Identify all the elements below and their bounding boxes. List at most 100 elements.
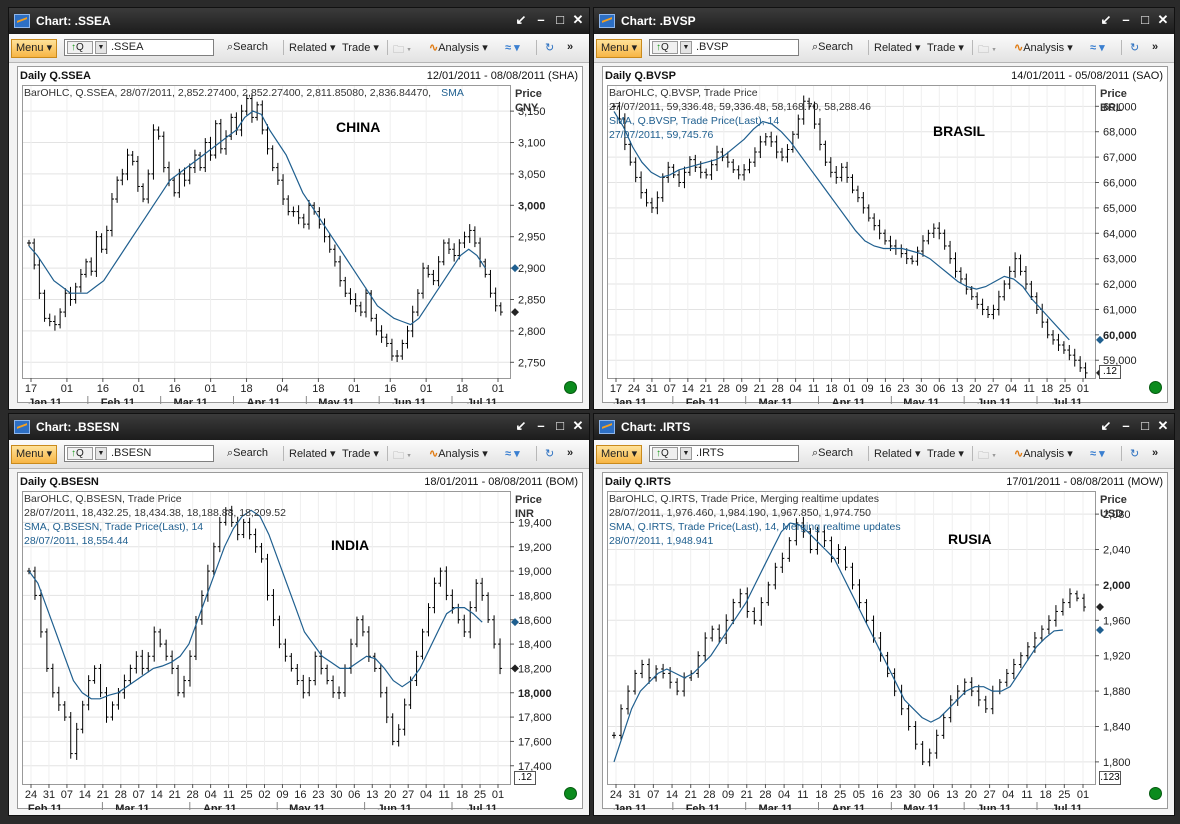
- maximize-icon[interactable]: □: [556, 418, 564, 433]
- plot-area[interactable]: [22, 491, 511, 785]
- sma-line: [28, 509, 483, 700]
- chart-pane[interactable]: Daily Q.IRTS 17/01/2011 - 08/08/2011 (MO…: [602, 472, 1168, 810]
- chevron-down-icon[interactable]: ▼: [680, 447, 692, 460]
- price-chart: 3,150 3,100 3,050 3,000 2,950 2,900 2,850 2,800…: [23, 86, 546, 404]
- symbol-input[interactable]: ↑Q ▼ .IRTS: [649, 445, 799, 462]
- window-titlebar[interactable]: Chart: .BVSP ↙ – □ ✕: [594, 8, 1174, 34]
- plot-area[interactable]: [607, 85, 1096, 379]
- window-titlebar[interactable]: Chart: .IRTS ↙ – □ ✕: [594, 414, 1174, 440]
- chart-pane[interactable]: Daily Q.SSEA 12/01/2011 - 08/08/2011 (SH…: [17, 66, 583, 404]
- menu-button[interactable]: Menu ▾: [11, 39, 58, 58]
- window-titlebar[interactable]: Chart: .SSEA ↙ – □ ✕: [9, 8, 589, 34]
- x-day-label: 25: [1058, 789, 1070, 801]
- analysis-button[interactable]: ∿Analysis ▾: [429, 42, 488, 54]
- legend-line: 28/07/2011, 1,976.460, 1,984.190, 1,967.…: [609, 507, 871, 519]
- trade-button[interactable]: Trade ▾: [342, 42, 379, 54]
- chart-pane[interactable]: Daily Q.BSESN 18/01/2011 - 08/08/2011 (B…: [17, 472, 583, 810]
- minimize-icon[interactable]: –: [1122, 418, 1130, 433]
- x-day-label: 16: [294, 789, 306, 801]
- maximize-icon[interactable]: □: [1141, 418, 1149, 433]
- wave-icon[interactable]: ≈ ▾: [1090, 42, 1105, 54]
- window-titlebar[interactable]: Chart: .BSESN ↙ – □ ✕: [9, 414, 589, 440]
- analysis-button[interactable]: ∿Analysis ▾: [1014, 42, 1073, 54]
- q-type-button[interactable]: ↑Q: [67, 41, 93, 54]
- sma-line: [613, 522, 1063, 763]
- related-button[interactable]: Related ▾: [874, 42, 921, 54]
- search-button[interactable]: ⌕Search: [227, 41, 269, 53]
- q-type-button[interactable]: ↑Q: [652, 41, 678, 54]
- analysis-button[interactable]: ∿Analysis ▾: [1014, 448, 1073, 460]
- search-button[interactable]: ⌕Search: [812, 447, 854, 459]
- trade-button[interactable]: Trade ▾: [342, 448, 379, 460]
- x-month-label: May 11: [318, 397, 354, 404]
- chevron-down-icon[interactable]: ▼: [680, 41, 692, 54]
- plot-area[interactable]: [22, 85, 511, 379]
- overflow-icon[interactable]: »: [1152, 41, 1159, 53]
- overflow-icon[interactable]: »: [567, 447, 574, 459]
- analysis-button[interactable]: ∿Analysis ▾: [429, 448, 488, 460]
- close-icon[interactable]: ✕: [572, 418, 584, 433]
- symbol-input[interactable]: ↑Q ▼ .BVSP: [649, 39, 799, 56]
- overflow-icon[interactable]: »: [1152, 447, 1159, 459]
- pin-icon[interactable]: ↙: [515, 418, 527, 433]
- symbol-input[interactable]: ↑Q ▼ .BSESN: [64, 445, 214, 462]
- folder-icon[interactable]: 🗀 ▾: [978, 44, 997, 56]
- trade-button[interactable]: Trade ▾: [927, 448, 964, 460]
- sma-line: [613, 111, 1070, 341]
- price-axis-header: Price CNY: [515, 88, 542, 114]
- refresh-icon[interactable]: ↻: [1130, 42, 1140, 54]
- chart-pane[interactable]: Daily Q.BVSP 14/01/2011 - 05/08/2011 (SA…: [602, 66, 1168, 404]
- search-button[interactable]: ⌕Search: [812, 41, 854, 53]
- related-button[interactable]: Related ▾: [289, 42, 336, 54]
- wave-icon[interactable]: ≈ ▾: [505, 448, 520, 460]
- minimize-icon[interactable]: –: [537, 12, 545, 27]
- refresh-icon[interactable]: ↻: [545, 42, 555, 54]
- close-icon[interactable]: ✕: [1157, 12, 1169, 27]
- refresh-icon[interactable]: ↻: [1130, 448, 1140, 460]
- maximize-icon[interactable]: □: [556, 12, 564, 27]
- minimize-icon[interactable]: –: [1122, 12, 1130, 27]
- menu-button[interactable]: Menu ▾: [596, 39, 643, 58]
- legend-sma-line: SMA, Q.BSESN, Trade Price(Last), 14: [24, 521, 204, 533]
- symbol-input[interactable]: ↑Q ▼ .SSEA: [64, 39, 214, 56]
- pin-icon[interactable]: ↙: [515, 12, 527, 27]
- maximize-icon[interactable]: □: [1141, 12, 1149, 27]
- plot-area[interactable]: [607, 491, 1096, 785]
- wave-icon[interactable]: ≈ ▾: [1090, 448, 1105, 460]
- y-tick-label: 66,000: [1103, 177, 1137, 189]
- search-button[interactable]: ⌕Search: [227, 447, 269, 459]
- pin-icon[interactable]: ↙: [1100, 418, 1112, 433]
- divider: [1121, 446, 1122, 461]
- menu-button[interactable]: Menu ▾: [11, 445, 58, 464]
- related-button[interactable]: Related ▾: [874, 448, 921, 460]
- minimize-icon[interactable]: –: [537, 418, 545, 433]
- last-price-marker: [1096, 603, 1104, 612]
- search-icon: ⌕: [812, 41, 819, 53]
- x-day-label: 11: [223, 789, 234, 801]
- q-type-button[interactable]: ↑Q: [67, 447, 93, 460]
- legend-line: BarOHLC, Q.BVSP, Trade Price: [609, 87, 758, 99]
- x-day-label: 11: [1021, 789, 1032, 801]
- close-icon[interactable]: ✕: [572, 12, 584, 27]
- x-month-label: Apr 11: [203, 803, 237, 810]
- trade-button[interactable]: Trade ▾: [927, 42, 964, 54]
- overflow-icon[interactable]: »: [567, 41, 574, 53]
- menu-button[interactable]: Menu ▾: [596, 445, 643, 464]
- related-button[interactable]: Related ▾: [289, 448, 336, 460]
- x-month-label: May 11: [903, 397, 939, 404]
- folder-icon[interactable]: 🗀 ▾: [393, 44, 412, 56]
- q-type-button[interactable]: ↑Q: [652, 447, 678, 460]
- refresh-icon[interactable]: ↻: [545, 448, 555, 460]
- divider: [972, 446, 973, 461]
- folder-icon[interactable]: 🗀 ▾: [978, 450, 997, 462]
- analysis-icon: ∿: [1014, 448, 1024, 460]
- x-day-label: 25: [240, 789, 252, 801]
- pin-icon[interactable]: ↙: [1100, 12, 1112, 27]
- wave-icon[interactable]: ≈ ▾: [505, 42, 520, 54]
- chevron-down-icon[interactable]: ▼: [95, 447, 107, 460]
- x-day-label: 24: [610, 789, 622, 801]
- chevron-down-icon[interactable]: ▼: [95, 41, 107, 54]
- legend-sma-line: SMA, Q.IRTS, Trade Price(Last), 14, Merg…: [609, 521, 901, 533]
- folder-icon[interactable]: 🗀 ▾: [393, 450, 412, 462]
- close-icon[interactable]: ✕: [1157, 418, 1169, 433]
